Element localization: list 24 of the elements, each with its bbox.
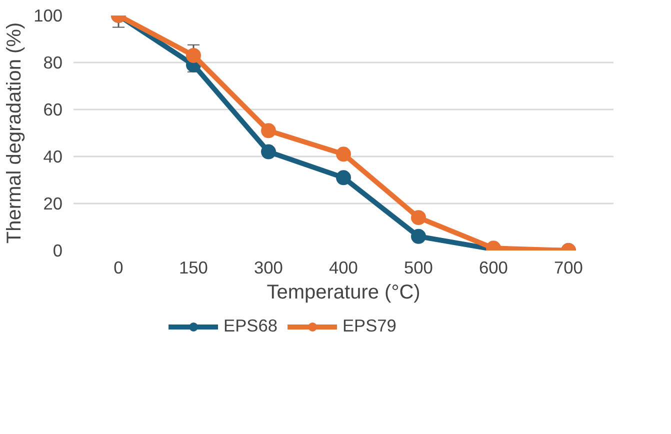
point: [336, 146, 351, 162]
x-tick-label: 600: [479, 258, 508, 278]
point: [336, 170, 351, 186]
point: [411, 228, 426, 244]
y-tick-label: 40: [43, 146, 63, 166]
x-axis-title: Temperature (°C): [266, 282, 420, 304]
point: [261, 123, 276, 138]
y-tick-label: 80: [43, 52, 63, 72]
y-tick-label: 100: [34, 6, 63, 26]
legend-label: EPS68: [224, 316, 278, 336]
x-tick-label: 400: [329, 258, 358, 278]
x-tick-label: 700: [554, 258, 583, 278]
y-tick-label: 60: [43, 100, 63, 120]
point: [261, 144, 276, 160]
y-tick-label: 0: [52, 240, 63, 260]
x-tick-label: 500: [404, 258, 433, 278]
x-tick-label: 0: [114, 258, 124, 278]
point: [411, 210, 426, 226]
y-tick-label: 20: [43, 194, 63, 214]
legend-label: EPS79: [342, 316, 396, 336]
point: [186, 48, 201, 63]
x-tick-label: 300: [254, 258, 283, 278]
y-axis-title: Thermal degradation (%): [4, 22, 26, 244]
x-tick-label: 150: [179, 258, 208, 278]
